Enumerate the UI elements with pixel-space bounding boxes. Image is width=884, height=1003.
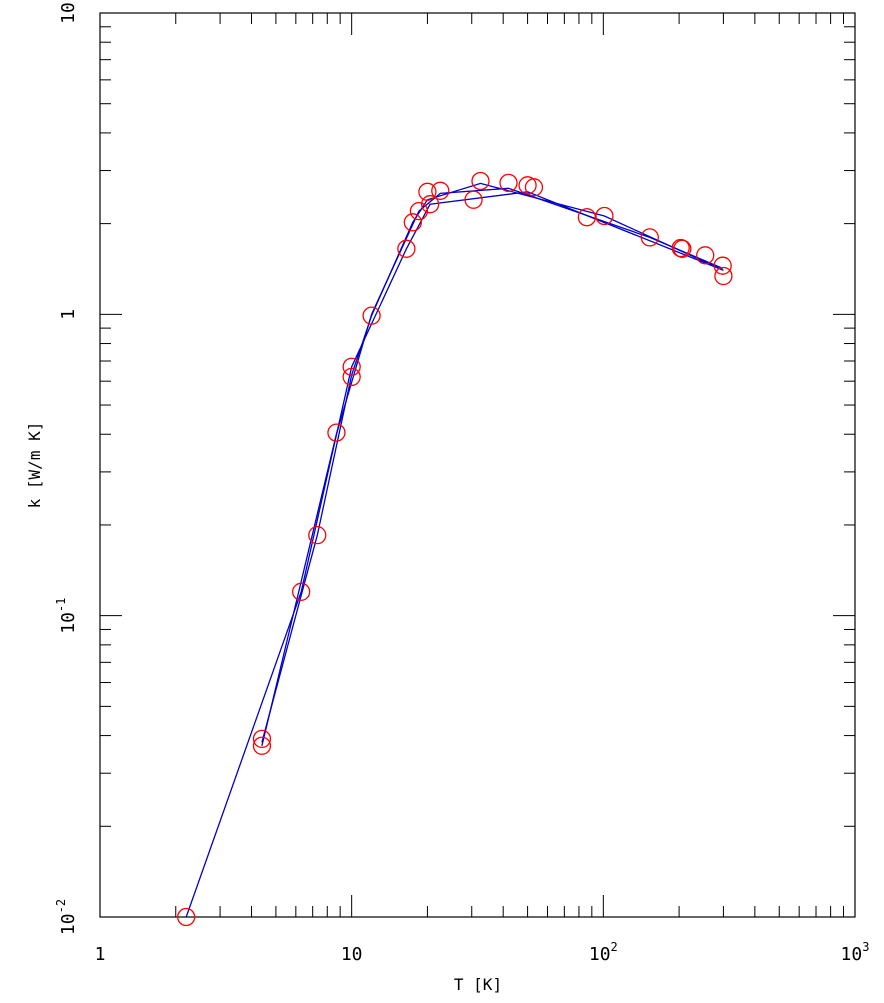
y-tick-labels: 10-2 10-1 1 10: [54, 2, 79, 935]
data-point: [252, 736, 272, 755]
fit-line-1: [185, 191, 724, 918]
x-tick-label: 1: [95, 944, 106, 965]
data-point: [342, 367, 361, 387]
x-tick-label: 102: [589, 940, 618, 965]
data-point: [252, 729, 272, 749]
data-point: [418, 182, 437, 201]
data-point: [464, 190, 483, 209]
x-tick-label: 10: [341, 944, 363, 965]
data-point: [471, 171, 490, 191]
data-point: [327, 423, 346, 442]
y-tick-label: 10-1: [54, 598, 79, 634]
y-tick-label: 10: [58, 2, 79, 24]
y-tick-label: 1: [58, 309, 79, 320]
data-point: [409, 201, 429, 221]
data-point: [577, 208, 596, 227]
x-axis-title: T [K]: [454, 975, 502, 994]
data-point: [397, 239, 416, 258]
y-tick-label: 10-2: [54, 899, 79, 935]
x-tick-label: 103: [841, 940, 870, 965]
data-point: [714, 266, 733, 286]
fit-line-3: [261, 187, 723, 746]
fit-lines: [185, 182, 724, 918]
data-point: [431, 181, 450, 200]
y-axis-title: k [W/m K]: [25, 422, 44, 509]
data-point: [595, 206, 614, 226]
data-point: [292, 582, 311, 601]
data-point: [420, 195, 440, 214]
data-point: [696, 246, 715, 265]
data-point: [524, 178, 544, 197]
data-point: [673, 239, 692, 258]
data-point: [177, 907, 196, 927]
x-tick-labels: 1 10 102 103: [95, 940, 870, 965]
data-point: [499, 173, 518, 193]
data-point: [362, 306, 381, 325]
data-point: [308, 526, 327, 545]
plot-frame: [99, 12, 856, 918]
data-points: [177, 171, 733, 927]
data-point: [342, 357, 361, 376]
fit-line-2: [261, 182, 724, 743]
data-point: [640, 228, 659, 247]
axis-ticks: [100, 13, 855, 917]
data-point: [713, 256, 732, 275]
data-point: [403, 213, 422, 232]
